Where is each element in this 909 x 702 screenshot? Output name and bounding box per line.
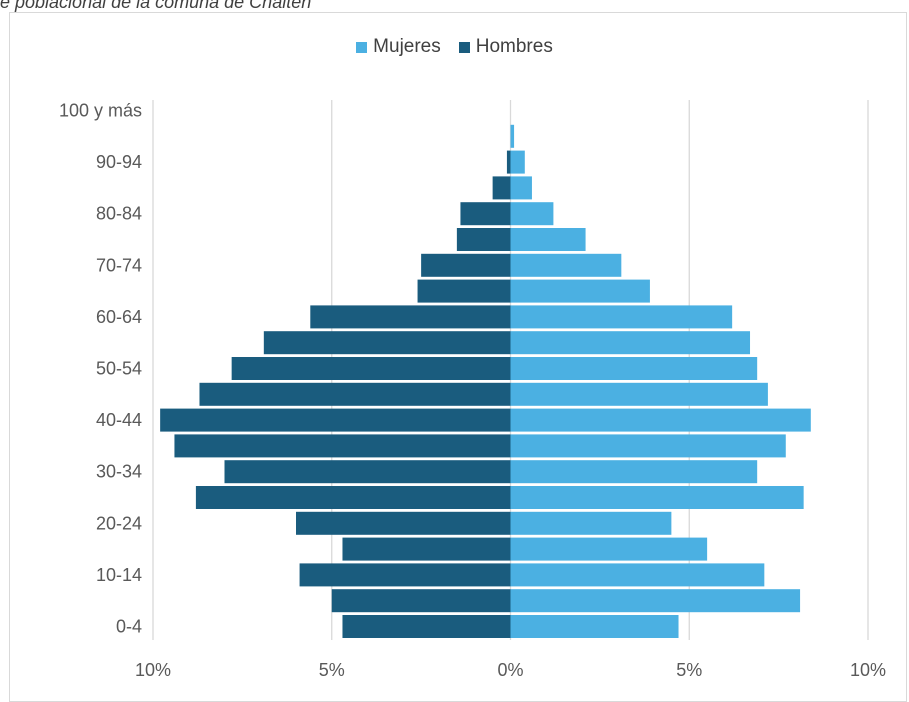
bar-hombres-20-24 <box>296 511 511 535</box>
y-tick-label: 0-4 <box>116 617 142 637</box>
bar-hombres-75-79 <box>456 228 511 251</box>
bar-hombres-40-44 <box>160 408 511 432</box>
x-tick-label: 10% <box>135 660 171 680</box>
bar-mujeres-75-79 <box>510 228 586 251</box>
bar-hombres-85-89 <box>492 176 511 200</box>
bar-mujeres-15-19 <box>510 537 708 561</box>
legend-item-hombres: Hombres <box>458 36 553 58</box>
bar-hombres-30-34 <box>224 460 511 484</box>
y-tick-label: 60-64 <box>96 307 142 327</box>
y-tick-label: 90-94 <box>96 152 142 172</box>
bar-hombres-55-59 <box>263 331 511 355</box>
y-tick-label: 100 y más <box>59 101 142 121</box>
bar-mujeres-0-4 <box>510 615 679 638</box>
legend-label-hombres: Hombres <box>475 36 553 57</box>
bar-hombres-35-39 <box>174 434 511 458</box>
bar-hombres-5-9 <box>331 589 511 613</box>
bar-hombres-15-19 <box>342 537 511 561</box>
x-tick-label: 5% <box>676 660 702 680</box>
bar-mujeres-50-54 <box>510 357 758 380</box>
bar-mujeres-80-84 <box>510 202 554 226</box>
bar-mujeres-40-44 <box>510 408 811 432</box>
bar-hombres-70-74 <box>421 253 511 277</box>
y-tick-label: 20-24 <box>96 513 142 533</box>
bar-mujeres-5-9 <box>510 589 801 613</box>
bar-hombres-90-94 <box>506 150 511 174</box>
bar-mujeres-35-39 <box>510 434 786 458</box>
bar-mujeres-95-99 <box>510 124 515 148</box>
bar-mujeres-55-59 <box>510 331 751 355</box>
bar-mujeres-70-74 <box>510 253 622 277</box>
bar-mujeres-85-89 <box>510 176 532 200</box>
bar-hombres-0-4 <box>342 615 511 638</box>
bar-mujeres-25-29 <box>510 486 804 509</box>
bar-mujeres-45-49 <box>510 382 768 406</box>
x-tick-label: 5% <box>319 660 345 680</box>
bar-hombres-25-29 <box>195 486 511 509</box>
bar-mujeres-60-64 <box>510 305 733 329</box>
bar-hombres-50-54 <box>231 357 511 380</box>
y-tick-label: 40-44 <box>96 410 142 430</box>
y-tick-label: 80-84 <box>96 204 142 224</box>
y-tick-label: 50-54 <box>96 359 142 379</box>
bar-hombres-10-14 <box>299 563 511 587</box>
x-tick-label: 0% <box>497 660 523 680</box>
legend-label-mujeres: Mujeres <box>373 36 441 57</box>
bar-hombres-45-49 <box>199 382 511 406</box>
bar-mujeres-20-24 <box>510 511 672 535</box>
legend-swatch-mujeres <box>356 41 368 53</box>
legend-swatch-hombres <box>458 41 470 53</box>
bar-mujeres-10-14 <box>510 563 765 587</box>
y-tick-label: 10-14 <box>96 565 142 585</box>
bar-mujeres-30-34 <box>510 460 758 484</box>
figure-caption: e poblacional de la comuna de Chaitén <box>0 0 312 12</box>
legend-item-mujeres: Mujeres <box>356 36 441 58</box>
chart-legend: Mujeres Hombres <box>0 36 909 58</box>
bar-hombres-60-64 <box>310 305 511 329</box>
y-tick-label: 30-34 <box>96 462 142 482</box>
bar-mujeres-90-94 <box>510 150 525 174</box>
y-tick-label: 70-74 <box>96 255 142 275</box>
bar-hombres-65-69 <box>417 279 511 303</box>
bar-mujeres-65-69 <box>510 279 650 303</box>
x-tick-label: 10% <box>850 660 886 680</box>
bar-hombres-80-84 <box>460 202 511 226</box>
